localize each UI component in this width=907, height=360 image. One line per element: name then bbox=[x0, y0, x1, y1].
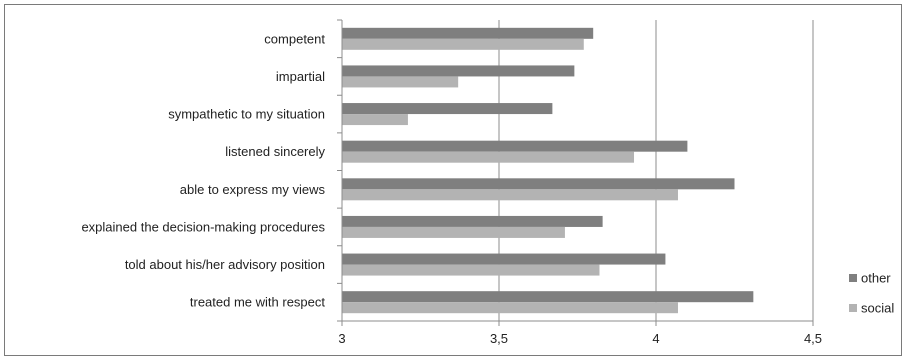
category-label: explained the decision-making procedures bbox=[81, 219, 325, 234]
bar-social bbox=[342, 114, 408, 126]
bar-social bbox=[342, 38, 584, 50]
bar-other bbox=[342, 291, 754, 303]
bars bbox=[342, 27, 754, 314]
bar-social bbox=[342, 76, 459, 88]
bar-other bbox=[342, 253, 666, 265]
category-label: told about his/her advisory position bbox=[125, 257, 325, 272]
x-tick-label: 4 bbox=[652, 331, 659, 346]
category-label: treated me with respect bbox=[190, 295, 326, 310]
category-label: able to express my views bbox=[180, 182, 326, 197]
legend: other social bbox=[849, 271, 894, 316]
bar-social bbox=[342, 189, 678, 201]
bar-other bbox=[342, 27, 594, 39]
bar-social bbox=[342, 264, 600, 276]
category-label: sympathetic to my situation bbox=[168, 107, 325, 122]
legend-swatch-other bbox=[849, 274, 857, 282]
legend-swatch-social bbox=[849, 304, 857, 312]
category-labels: competent impartial sympathetic to my situ… bbox=[81, 31, 325, 309]
gridlines bbox=[498, 20, 814, 321]
bar-other bbox=[342, 215, 603, 227]
bar-social bbox=[342, 302, 678, 314]
axes: 3 3,5 4 4,5 bbox=[337, 19, 822, 346]
x-tick-label: 3,5 bbox=[490, 331, 508, 346]
category-label: listened sincerely bbox=[225, 144, 325, 159]
x-tick-label: 3 bbox=[338, 331, 345, 346]
bar-other bbox=[342, 65, 575, 77]
x-tick-label: 4,5 bbox=[804, 331, 822, 346]
bar-other bbox=[342, 140, 688, 152]
category-label: impartial bbox=[276, 69, 325, 84]
bar-other bbox=[342, 103, 553, 115]
legend-label-other: other bbox=[861, 271, 891, 286]
legend-label-social: social bbox=[861, 301, 894, 316]
bar-social bbox=[342, 151, 635, 163]
bar-social bbox=[342, 226, 565, 238]
category-label: competent bbox=[264, 31, 325, 46]
bar-other bbox=[342, 178, 735, 190]
